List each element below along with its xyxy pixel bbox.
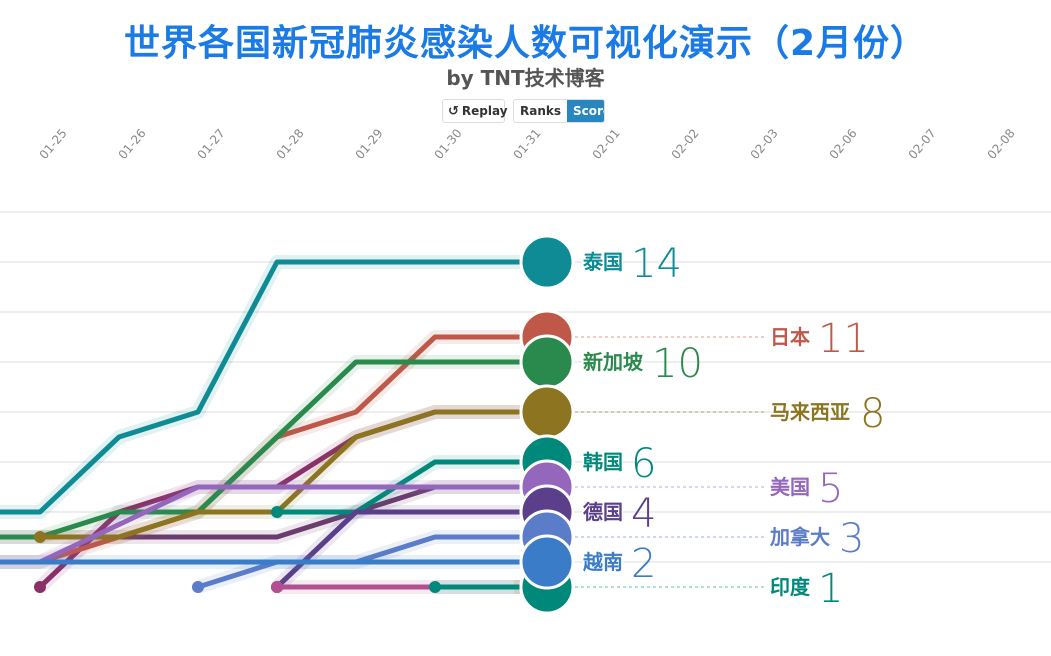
series-line — [0, 259, 547, 515]
undo-arrow-icon: ↺ — [448, 103, 459, 119]
series-label: 新加坡 — [583, 350, 644, 374]
series-label: 印度 — [770, 575, 811, 599]
replay-label: Replay — [461, 104, 508, 118]
series-start-marker — [34, 581, 46, 593]
x-tick-label: 01-28 — [274, 126, 307, 162]
x-tick-label: 02-02 — [669, 126, 702, 162]
series-value: 5 — [818, 466, 843, 512]
x-tick-label: 01-31 — [511, 126, 544, 162]
series-start-marker — [34, 531, 46, 543]
series-value: 8 — [860, 391, 885, 437]
series-head-circle — [519, 384, 575, 440]
series-label: 美国 — [770, 475, 810, 499]
x-tick-label: 02-03 — [748, 126, 781, 162]
x-tick-label: 02-06 — [827, 126, 860, 162]
series-label: 马来西亚 — [770, 400, 850, 424]
series-value: 3 — [839, 516, 864, 562]
series-value: 11 — [818, 316, 869, 362]
series-line — [40, 409, 547, 540]
replay-button[interactable]: ↺ Replay — [442, 99, 508, 123]
ranks-button[interactable]: Ranks — [520, 104, 562, 118]
series-label: 韩国 — [583, 450, 623, 474]
x-tick-label: 01-30 — [432, 126, 465, 162]
series-head-circle — [519, 534, 575, 590]
series-label: 泰国 — [582, 250, 623, 274]
x-tick-label: 02-07 — [906, 126, 939, 162]
series-line — [0, 484, 547, 565]
series-label: 德国 — [583, 500, 623, 524]
series-label: 加拿大 — [769, 525, 830, 549]
page-subtitle: by TNT技术博客 — [446, 66, 605, 90]
series-value: 4 — [631, 491, 656, 537]
x-tick-label: 01-27 — [195, 126, 228, 162]
series-value: 1 — [818, 566, 843, 612]
series-start-marker — [429, 581, 441, 593]
series-value: 2 — [631, 541, 656, 587]
x-tick-label: 01-26 — [116, 126, 149, 162]
series-value: 10 — [652, 341, 703, 387]
mode-toggle[interactable]: Ranks Scores — [513, 99, 605, 123]
series-start-marker — [271, 581, 283, 593]
series-head-circle — [519, 234, 575, 290]
x-tick-label: 01-29 — [353, 126, 386, 162]
x-tick-label: 02-08 — [985, 126, 1018, 162]
series-line — [0, 359, 547, 540]
series-start-marker — [192, 581, 204, 593]
scores-button[interactable]: Scores — [567, 100, 604, 122]
x-tick-label: 01-25 — [37, 126, 70, 162]
series-start-marker — [271, 506, 283, 518]
series-label: 日本 — [770, 325, 810, 349]
series-value: 14 — [631, 241, 682, 287]
series-label: 越南 — [582, 550, 623, 574]
page-title: 世界各国新冠肺炎感染人数可视化演示（2月份） — [123, 23, 928, 64]
x-tick-label: 02-01 — [590, 126, 623, 162]
series-value: 6 — [631, 441, 656, 487]
series-head-circle — [519, 334, 575, 390]
